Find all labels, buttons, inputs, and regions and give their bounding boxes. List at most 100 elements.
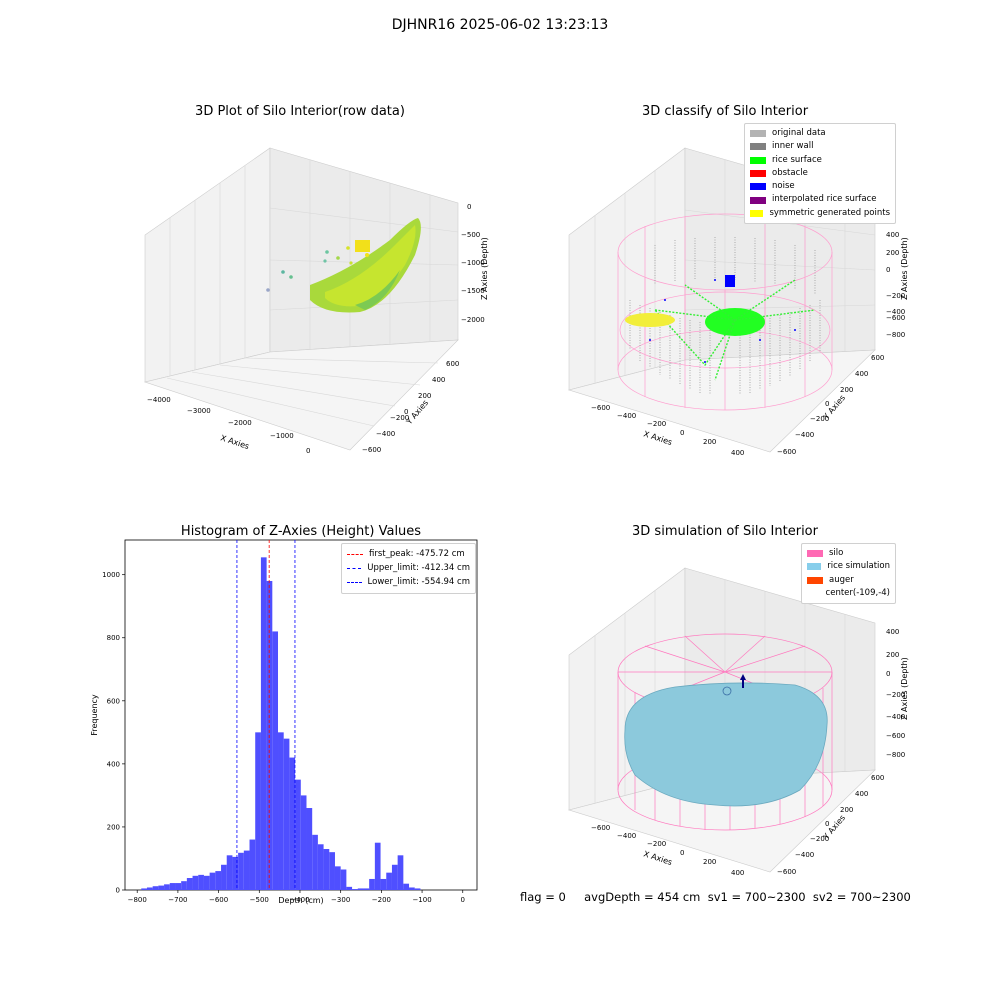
histogram-bar xyxy=(317,844,324,890)
histogram-bar xyxy=(192,875,199,890)
histogram-bar xyxy=(181,881,187,890)
histogram-bar xyxy=(391,864,398,890)
raw-ytick: 400 xyxy=(432,376,445,384)
raw-panel-title: 3D Plot of Silo Interior(row data) xyxy=(195,104,405,119)
simulation-ztick: −200 xyxy=(886,691,905,699)
simulation-ytick: 600 xyxy=(871,774,884,782)
x-tick-label: −300 xyxy=(331,896,350,904)
simulation-xlabel: X Axies xyxy=(642,849,673,867)
classify-xlabel: X Axies xyxy=(642,429,673,447)
simulation-ytick: −400 xyxy=(795,851,814,859)
classify-ytick: −600 xyxy=(777,448,796,456)
raw-zlabel: Z Axies (Depth) xyxy=(480,237,489,300)
legend-entry: silo xyxy=(807,547,890,560)
classify-xtick: 200 xyxy=(703,438,716,446)
histogram-bar xyxy=(272,631,279,890)
legend-entry: symmetric generated points xyxy=(750,207,890,220)
simulation-xtick: −200 xyxy=(647,840,666,848)
histogram-bar xyxy=(374,842,381,890)
legend-label: Upper_limit: -412.34 cm xyxy=(367,563,470,574)
histogram-bar xyxy=(414,888,421,890)
histogram-title: Histogram of Z-Axies (Height) Values xyxy=(180,524,422,539)
legend-label: silo xyxy=(829,548,844,558)
histogram-bar xyxy=(152,886,159,890)
simulation-ztick: −600 xyxy=(886,732,905,740)
threshold-lines xyxy=(236,540,296,890)
legend-entry: auger xyxy=(807,574,890,587)
simulation-xtick: 0 xyxy=(680,849,684,857)
histogram-bar xyxy=(306,808,313,890)
rice-surface-points xyxy=(625,279,816,381)
legend-label: rice simulation xyxy=(827,561,890,572)
y-tick-label: 400 xyxy=(107,760,120,768)
legend-entry: first_peak: -475.72 cm xyxy=(347,547,470,561)
histogram-bar xyxy=(243,850,250,890)
x-tick-label: −700 xyxy=(168,896,187,904)
histogram-bar xyxy=(352,889,358,890)
histogram-bar xyxy=(169,883,176,890)
histogram-bar xyxy=(380,878,387,890)
legend-swatch xyxy=(750,196,766,204)
legend-line xyxy=(347,553,363,555)
classify-xtick: 0 xyxy=(680,429,684,437)
simulation-panel: 3D simulation of Silo Interior −600 xyxy=(555,520,915,890)
simulation-ytick: −200 xyxy=(810,835,829,843)
simulation-ytick: 0 xyxy=(825,820,829,828)
legend-label: rice surface xyxy=(772,154,822,165)
legend-label: symmetric generated points xyxy=(769,207,890,218)
histogram-ylabel: Frequency xyxy=(90,694,99,736)
histogram-bar xyxy=(300,795,307,890)
classify-ztick: −400 xyxy=(886,308,905,316)
legend-swatch xyxy=(750,130,766,138)
legend-label: first_peak: -475.72 cm xyxy=(369,549,465,559)
simulation-zlabel: Z Axies (Depth) xyxy=(900,657,909,720)
inner-wall-points xyxy=(629,237,821,395)
simulation-3d-axes: −600 −400 −200 0 200 400 600 400 200 0 −… xyxy=(567,567,909,877)
rice-simulation-surface xyxy=(624,682,828,807)
legend-entry: rice simulation xyxy=(807,560,890,573)
histogram-bar xyxy=(164,884,170,890)
status-line: flag = 0 avgDepth = 454 cm sv1 = 700~230… xyxy=(520,890,911,904)
legend-swatch xyxy=(750,183,766,191)
legend-label: auger xyxy=(829,574,854,585)
classify-xtick: −400 xyxy=(617,412,636,420)
histogram-bar xyxy=(283,738,290,890)
x-tick-label: −600 xyxy=(209,896,228,904)
classify-ztick: 0 xyxy=(886,266,890,274)
histogram-xlabel: Depth (cm) xyxy=(278,896,323,905)
legend-label: interpolated rice surface xyxy=(772,194,877,205)
x-tick-label: 0 xyxy=(461,896,465,904)
legend-entry: Upper_limit: -412.34 cm xyxy=(347,561,470,575)
raw-xtick: −2000 xyxy=(228,419,252,427)
legend-swatch xyxy=(750,143,766,151)
raw-xtick: −3000 xyxy=(187,407,211,415)
x-tick-label: −100 xyxy=(412,896,431,904)
histogram-bar xyxy=(232,856,239,890)
simulation-ztick: −800 xyxy=(886,751,905,759)
legend-entry: inner wall xyxy=(750,140,890,153)
histogram-bar xyxy=(323,849,330,890)
histogram-bar xyxy=(226,855,233,890)
histogram-bar xyxy=(146,887,153,890)
x-axis: −800 −700 −600 −500 −400 −300 −200 −100 0 xyxy=(128,890,465,904)
histogram-bar xyxy=(369,878,375,890)
histogram-bar xyxy=(329,852,335,890)
raw-ztick: −1500 xyxy=(461,287,485,295)
classify-legend: original data inner wall rice surface ob… xyxy=(744,123,896,225)
raw-point-cloud xyxy=(266,218,421,313)
classify-ztick: 200 xyxy=(886,249,899,257)
classify-xtick: 400 xyxy=(731,449,744,457)
classify-zlabel: Z Axies (Depth) xyxy=(900,237,909,300)
simulation-ytick: −600 xyxy=(777,868,796,876)
histogram-bar xyxy=(386,872,392,890)
legend-entry: center(-109,-4) xyxy=(807,587,890,600)
legend-label: original data xyxy=(772,128,826,138)
auger xyxy=(722,674,746,696)
simulation-ytick: 200 xyxy=(840,806,853,814)
raw-xtick: −4000 xyxy=(147,396,171,404)
legend-swatch xyxy=(807,590,820,597)
legend-label: inner wall xyxy=(772,141,814,152)
legend-swatch xyxy=(750,156,766,164)
raw-ytick: 600 xyxy=(446,360,459,368)
raw-ytick: 0 xyxy=(404,408,408,416)
